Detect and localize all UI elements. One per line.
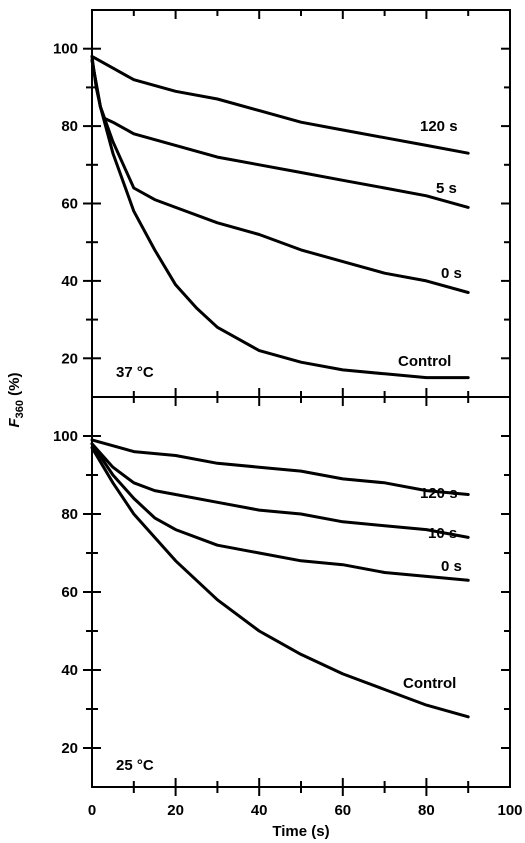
temperature-label-top: 37 °C <box>116 364 154 381</box>
top-y-tick-label: 100 <box>53 41 78 58</box>
bottom-series-line-0s <box>90 442 470 582</box>
bottom-series-line-control <box>90 446 470 719</box>
top-panel-axes: 20 40 60 80 100 <box>53 10 510 397</box>
x-axis-title: Time (s) <box>272 823 329 840</box>
top-y-tick-label: 80 <box>61 118 78 135</box>
series-label-top-0s: 0 s <box>441 265 462 282</box>
bottom-y-tick-label: 60 <box>61 584 78 601</box>
bottom-series-line-120s <box>90 438 470 496</box>
series-label-bottom-control: Control <box>403 675 456 692</box>
x-tick-label: 0 <box>88 802 96 819</box>
x-tick-label: 60 <box>334 802 351 819</box>
panel-bottom-frame <box>91 396 511 788</box>
series-label-bottom-10s: 10 s <box>428 525 457 542</box>
bottom-panel-series <box>90 438 470 719</box>
y-axis-title-main: F <box>6 418 23 428</box>
panel-top-frame <box>91 9 511 398</box>
y-axis-title-unit: (%) <box>6 372 23 400</box>
top-panel-series <box>90 54 470 380</box>
temperature-label-bottom: 25 °C <box>116 757 154 774</box>
series-label-top-control: Control <box>398 353 451 370</box>
bottom-panel-axes: 20 40 60 80 100 0 20 40 60 80 100 <box>53 397 523 819</box>
bottom-y-tick-label: 80 <box>61 506 78 523</box>
top-series-line-5s <box>90 54 470 209</box>
top-y-tick-label: 60 <box>61 196 78 213</box>
bottom-y-tick-label: 100 <box>53 428 78 445</box>
series-label-top-120s: 120 s <box>420 118 458 135</box>
top-y-tick-label: 40 <box>61 273 78 290</box>
bottom-y-tick-label: 40 <box>61 662 78 679</box>
x-tick-label: 20 <box>167 802 184 819</box>
top-series-line-0s <box>90 58 470 294</box>
y-axis-title: F360 (%) <box>6 372 26 427</box>
bottom-series-line-10s <box>90 442 470 539</box>
series-label-top-5s: 5 s <box>436 180 457 197</box>
series-label-bottom-0s: 0 s <box>441 558 462 575</box>
x-tick-label: 100 <box>497 802 522 819</box>
x-tick-label: 80 <box>418 802 435 819</box>
x-tick-label: 40 <box>251 802 268 819</box>
series-label-bottom-120s: 120 s <box>420 485 458 502</box>
y-axis-title-subscript: 360 <box>14 400 26 418</box>
top-y-tick-label: 20 <box>61 350 78 367</box>
top-series-line-120s <box>90 54 470 155</box>
top-series-line-control <box>90 58 470 380</box>
bottom-y-tick-label: 20 <box>61 740 78 757</box>
